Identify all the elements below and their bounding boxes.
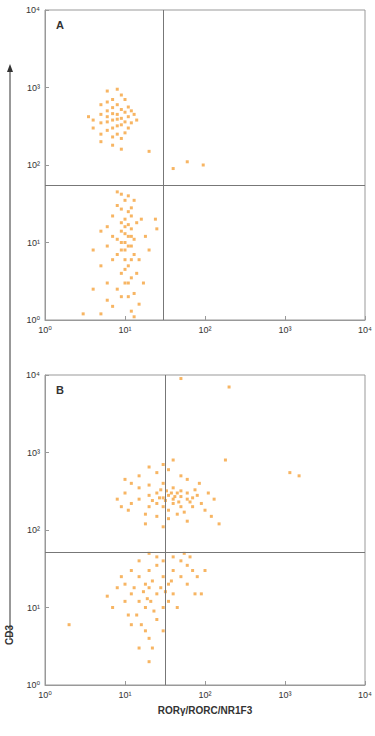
svg-text:10²: 10² bbox=[198, 690, 211, 700]
svg-text:10³: 10³ bbox=[278, 690, 291, 700]
svg-text:10⁰: 10⁰ bbox=[38, 690, 52, 700]
svg-text:10²: 10² bbox=[27, 160, 40, 170]
svg-text:10³: 10³ bbox=[27, 448, 40, 458]
svg-text:10¹: 10¹ bbox=[27, 603, 40, 613]
svg-text:10¹: 10¹ bbox=[118, 690, 131, 700]
svg-text:10⁰: 10⁰ bbox=[26, 680, 40, 690]
svg-text:10⁴: 10⁴ bbox=[358, 690, 372, 700]
svg-text:B: B bbox=[56, 384, 64, 396]
svg-text:10³: 10³ bbox=[27, 83, 40, 93]
svg-text:RORγ/RORC/NR1F3: RORγ/RORC/NR1F3 bbox=[158, 705, 253, 716]
svg-text:10¹: 10¹ bbox=[27, 238, 40, 248]
svg-text:10⁴: 10⁴ bbox=[26, 370, 40, 380]
svg-text:CD3: CD3 bbox=[4, 625, 15, 645]
svg-text:10⁰: 10⁰ bbox=[26, 315, 40, 325]
svg-text:10²: 10² bbox=[198, 325, 211, 335]
svg-text:10¹: 10¹ bbox=[118, 325, 131, 335]
svg-text:A: A bbox=[56, 19, 64, 31]
svg-text:10⁰: 10⁰ bbox=[38, 325, 52, 335]
svg-text:10⁴: 10⁴ bbox=[26, 5, 40, 15]
svg-text:10⁴: 10⁴ bbox=[358, 325, 372, 335]
svg-text:10³: 10³ bbox=[278, 325, 291, 335]
svg-text:10²: 10² bbox=[27, 525, 40, 535]
